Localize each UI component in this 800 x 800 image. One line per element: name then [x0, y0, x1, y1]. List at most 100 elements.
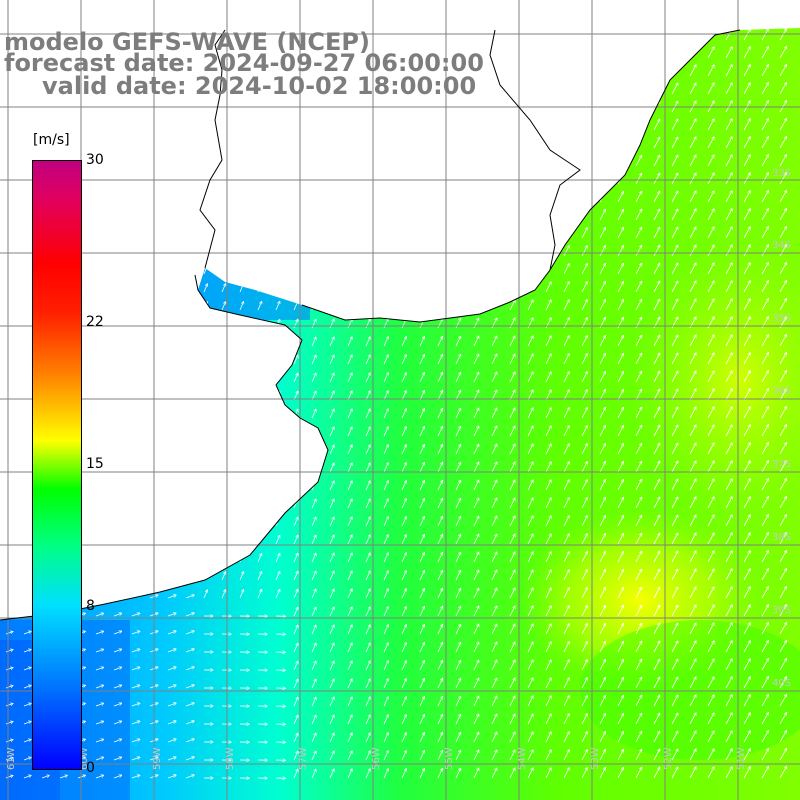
- wind-arrow: [329, 463, 334, 473]
- wind-arrow: [581, 300, 587, 311]
- wind-arrow: [329, 643, 334, 653]
- wind-arrow: [761, 479, 768, 491]
- wind-arrow: [635, 570, 642, 581]
- wind-arrow: [491, 498, 497, 509]
- wind-arrow: [383, 409, 388, 419]
- wind-arrow: [689, 479, 696, 491]
- wind-arrow: [491, 444, 497, 455]
- wind-arrow: [509, 552, 515, 563]
- wind-arrow: [329, 607, 334, 617]
- wind-arrow: [653, 606, 660, 617]
- wind-arrow: [527, 606, 533, 617]
- wind-arrow: [779, 569, 786, 581]
- wind-arrow: [707, 353, 714, 365]
- wind-arrow: [725, 533, 732, 545]
- wind-arrow: [545, 606, 551, 617]
- wind-arrow: [635, 228, 642, 239]
- wind-arrow: [509, 606, 515, 617]
- wind-arrow: [401, 535, 406, 545]
- wind-arrow: [653, 498, 660, 509]
- wind-arrow: [743, 299, 750, 311]
- wind-arrow: [761, 497, 768, 509]
- wind-arrow: [671, 605, 678, 617]
- wind-arrow: [599, 354, 605, 365]
- wind-arrow: [725, 479, 732, 491]
- wind-arrow: [617, 192, 623, 203]
- wind-arrow: [599, 336, 605, 347]
- wind-arrow: [653, 174, 660, 185]
- wind-arrow: [779, 479, 786, 491]
- wind-arrow: [563, 264, 569, 275]
- wind-arrow: [419, 535, 424, 545]
- wind-arrow: [275, 302, 280, 311]
- wind-arrow: [779, 263, 786, 275]
- wind-arrow: [185, 631, 194, 635]
- wind-arrow: [761, 137, 768, 149]
- wind-arrow: [545, 426, 551, 437]
- wind-arrow: [581, 426, 587, 437]
- wind-arrow: [545, 642, 551, 653]
- wind-arrow: [635, 246, 642, 257]
- wind-arrow: [779, 47, 786, 59]
- wind-arrow: [725, 443, 732, 455]
- wind-arrow: [617, 210, 623, 221]
- wind-arrow: [671, 587, 678, 599]
- wind-arrow: [743, 515, 750, 527]
- wind-arrow: [671, 353, 678, 365]
- wind-arrow: [653, 642, 660, 653]
- wind-arrow: [347, 589, 352, 599]
- wind-arrow: [455, 589, 461, 599]
- wind-arrow: [455, 427, 461, 437]
- longitude-label: 57W: [298, 747, 309, 770]
- wind-arrow: [329, 409, 334, 419]
- wind-arrow: [635, 516, 642, 527]
- wind-arrow: [311, 356, 316, 365]
- wind-arrow: [563, 498, 569, 509]
- wind-arrow: [581, 498, 587, 509]
- wind-arrow: [671, 119, 678, 131]
- wind-arrow: [491, 642, 497, 653]
- wind-arrow: [167, 667, 176, 671]
- wind-arrow: [635, 300, 642, 311]
- wind-arrow: [761, 371, 768, 383]
- wind-arrow: [347, 409, 352, 419]
- wind-arrow: [581, 354, 587, 365]
- wind-arrow: [761, 281, 768, 293]
- wind-arrow: [707, 497, 714, 509]
- wind-arrow: [563, 606, 569, 617]
- wind-arrow: [743, 119, 750, 131]
- wind-arrow: [653, 516, 660, 527]
- wind-arrow: [599, 372, 605, 383]
- wind-arrow: [653, 570, 660, 581]
- wind-arrow: [527, 570, 533, 581]
- wind-arrow: [185, 595, 194, 599]
- wind-arrow: [653, 444, 660, 455]
- wind-arrow: [419, 373, 424, 383]
- longitude-label: 53W: [590, 747, 601, 770]
- wind-arrow: [599, 228, 605, 239]
- wind-arrow: [563, 516, 569, 527]
- wind-arrow: [581, 624, 587, 635]
- wind-arrow: [635, 444, 642, 455]
- wind-arrow: [419, 355, 424, 365]
- wind-arrow: [437, 391, 442, 401]
- wind-arrow: [635, 426, 642, 437]
- wind-arrow: [509, 390, 515, 401]
- wind-arrow: [599, 534, 605, 545]
- wind-arrow: [617, 480, 623, 491]
- wind-arrow: [779, 227, 786, 239]
- wind-arrow: [581, 462, 587, 473]
- wind-arrow: [779, 605, 786, 617]
- wind-arrow: [743, 497, 750, 509]
- wind-arrow: [419, 625, 424, 635]
- wind-arrow: [221, 590, 225, 599]
- wind-arrow: [221, 284, 225, 293]
- wind-arrow: [329, 517, 334, 527]
- wind-arrow: [257, 302, 262, 311]
- wind-arrow: [401, 445, 406, 455]
- wind-arrow: [761, 461, 768, 473]
- wind-arrow: [347, 553, 352, 563]
- wind-arrow: [671, 227, 678, 239]
- wind-arrow: [563, 408, 569, 419]
- wind-arrow: [725, 569, 732, 581]
